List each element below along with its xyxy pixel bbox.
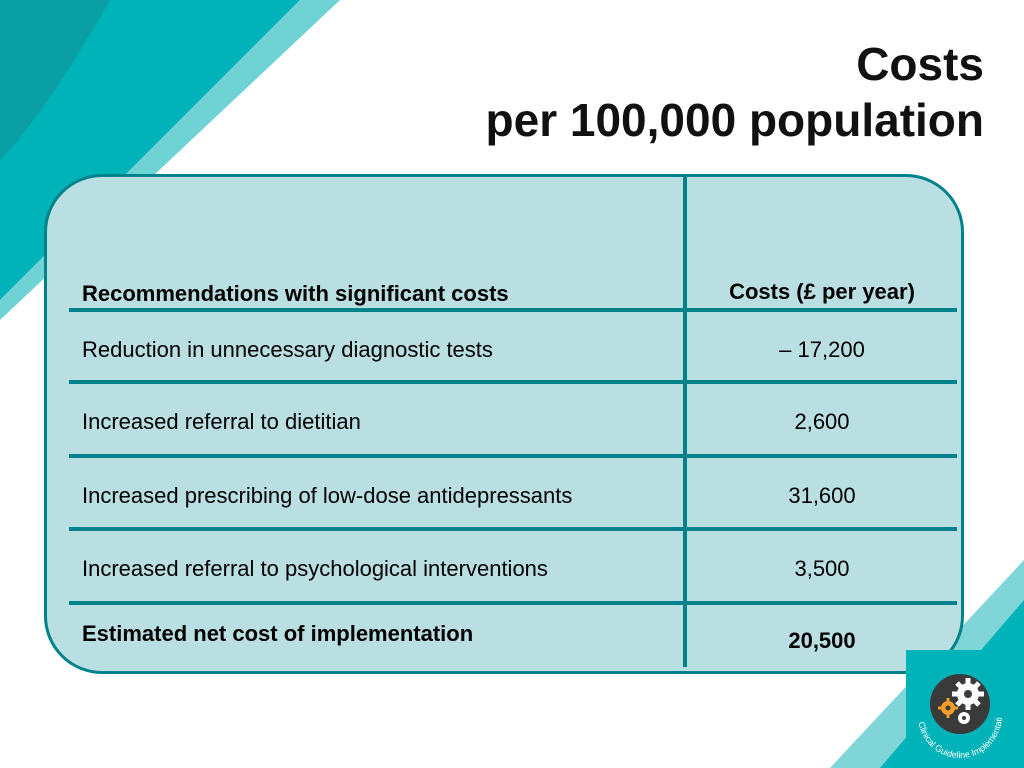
row-divider [69,454,957,458]
title-line-1: Costs [856,38,984,90]
slide-title: Costs per 100,000 population [486,36,984,148]
column-divider [683,177,687,667]
cost-table: Recommendations with significant costs C… [44,174,964,674]
clinical-guideline-logo: Clinical Guideline Implementation Tools [906,650,1014,758]
row-2-cost: 2,600 [794,409,850,434]
header-recommendations: Recommendations with significant costs [82,281,509,306]
total-cost: 20,500 [788,628,856,653]
row-4-recommendation: Increased referral to psychological inte… [82,556,548,581]
row-3-cost: 31,600 [788,483,856,508]
row-divider [69,601,957,605]
title-line-2: per 100,000 population [485,94,984,146]
row-3-recommendation: Increased prescribing of low-dose antide… [82,483,573,508]
row-4-cost: 3,500 [794,556,850,581]
top-left-inner-swoosh [0,0,110,160]
row-divider [69,527,957,531]
row-divider [69,308,957,312]
row-1-cost: – 17,200 [779,337,865,362]
row-1-recommendation: Reduction in unnecessary diagnostic test… [82,337,493,362]
row-divider [69,380,957,384]
header-costs: Costs (£ per year) [729,279,915,304]
gears-icon [938,678,984,724]
row-2-recommendation: Increased referral to dietitian [82,409,361,434]
total-recommendation: Estimated net cost of implementation [82,621,474,646]
